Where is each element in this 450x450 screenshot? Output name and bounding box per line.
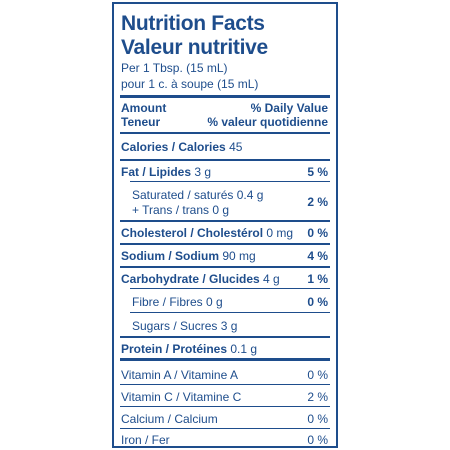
calories-divider	[120, 159, 330, 161]
fibre-row: Fibre / Fibres 0 g	[132, 296, 223, 308]
vitamin-c-daily-value: 2 %	[307, 390, 328, 404]
calcium-divider	[120, 428, 330, 429]
sugars-row: Sugars / Sucres 3 g	[132, 320, 237, 332]
sodium-label: Sodium / Sodium	[121, 249, 219, 263]
nutrition-facts-panel: Nutrition Facts Valeur nutritive Per 1 T…	[112, 2, 338, 448]
sugars-amount: 3 g	[220, 319, 238, 333]
calcium-label: Calcium / Calcium	[121, 412, 218, 426]
fat-amount: 3 g	[194, 165, 212, 179]
sugars-divider	[120, 336, 330, 338]
fat-divider	[130, 181, 330, 182]
cholesterol-row: Cholesterol / Cholestérol 0 mg	[121, 227, 293, 239]
carbohydrate-label: Carbohydrate / Glucides	[121, 272, 260, 286]
title-english: Nutrition Facts	[121, 12, 265, 35]
cholesterol-daily-value: 0 %	[307, 226, 328, 240]
header-divider	[120, 95, 330, 98]
fibre-amount: 0 g	[206, 295, 223, 309]
saturated-row: Saturated / saturés 0.4 g	[132, 189, 263, 201]
fat-daily-value: 5 %	[307, 165, 328, 179]
carbohydrate-amount: 4 g	[263, 272, 280, 286]
amount-heading-english: Amount	[121, 101, 167, 115]
fat-row: Fat / Lipides 3 g	[121, 166, 211, 178]
columns-divider	[120, 132, 330, 134]
sodium-daily-value: 4 %	[307, 249, 328, 263]
protein-label: Protein / Protéines	[121, 342, 228, 356]
saturated-trans-daily-value: 2 %	[307, 195, 328, 209]
vitamin-a-daily-value: 0 %	[307, 368, 328, 382]
protein-amount: 0.1 g	[230, 342, 258, 356]
carbohydrate-daily-value: 1 %	[307, 272, 328, 286]
calories-row: Calories / Calories 45	[121, 141, 242, 153]
fibre-divider	[130, 312, 330, 313]
sodium-divider	[120, 266, 330, 268]
saturated-amount: 0.4 g	[236, 188, 264, 202]
carbohydrate-row: Carbohydrate / Glucides 4 g	[121, 273, 280, 285]
daily-value-heading-french: % valeur quotidienne	[207, 115, 328, 129]
trans-label: + Trans / trans	[132, 203, 210, 217]
cholesterol-divider	[120, 243, 330, 245]
fibre-label: Fibre / Fibres	[132, 295, 203, 309]
fibre-daily-value: 0 %	[307, 295, 328, 309]
trans-row: + Trans / trans 0 g	[132, 204, 229, 216]
saturated-label: Saturated / saturés	[132, 188, 234, 202]
vitamin-a-divider	[120, 384, 330, 385]
calories-value: 45	[229, 140, 243, 154]
vitamin-a-label: Vitamin A / Vitamine A	[121, 368, 238, 382]
fat-label: Fat / Lipides	[121, 165, 192, 179]
cholesterol-amount: 0 mg	[266, 226, 294, 240]
trans-amount: 0 g	[212, 203, 230, 217]
cholesterol-label: Cholesterol / Cholestérol	[121, 226, 264, 240]
title-french: Valeur nutritive	[121, 36, 268, 59]
calcium-daily-value: 0 %	[307, 412, 328, 426]
daily-value-heading-english: % Daily Value	[250, 101, 328, 115]
carbohydrate-divider	[130, 288, 330, 289]
serving-size-french: pour 1 c. à soupe (15 mL)	[121, 77, 259, 91]
sodium-row: Sodium / Sodium 90 mg	[121, 250, 256, 262]
protein-row: Protein / Protéines 0.1 g	[121, 343, 257, 355]
sugars-label: Sugars / Sucres	[132, 319, 218, 333]
iron-label: Iron / Fer	[121, 433, 170, 447]
saturated-divider	[120, 220, 330, 222]
iron-daily-value: 0 %	[307, 433, 328, 447]
amount-heading-french: Teneur	[121, 115, 161, 129]
protein-divider	[120, 358, 330, 361]
sodium-amount: 90 mg	[222, 249, 256, 263]
vitamin-c-divider	[120, 406, 330, 407]
calories-label: Calories / Calories	[121, 140, 226, 154]
vitamin-c-label: Vitamin C / Vitamine C	[121, 390, 242, 404]
serving-size-english: Per 1 Tbsp. (15 mL)	[121, 61, 228, 75]
